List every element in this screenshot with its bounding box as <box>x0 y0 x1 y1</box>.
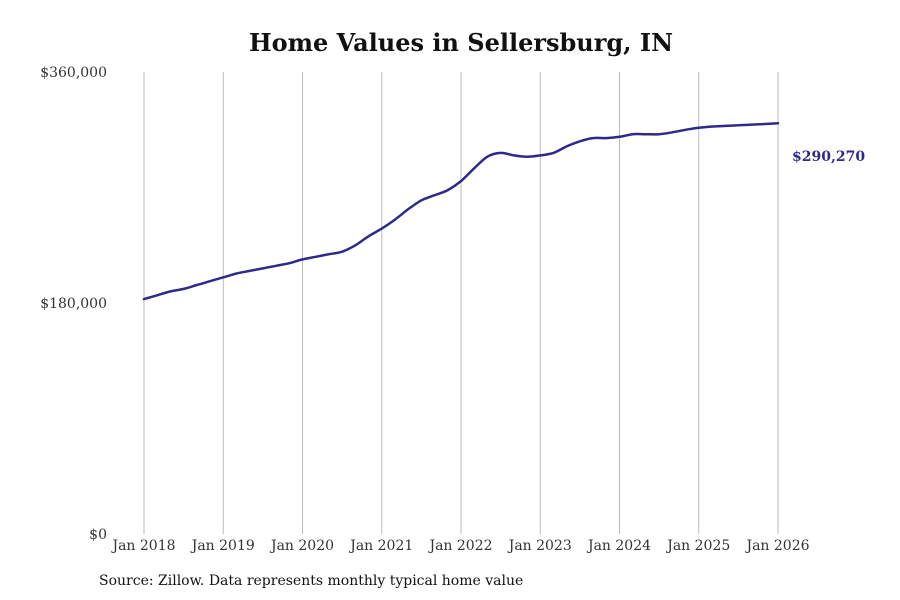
x-axis-ticks: Jan 2018 Jan 2019 Jan 2020 Jan 2021 Jan 2022… <box>110 538 809 554</box>
source-note: Source: Zillow. Data represents monthly … <box>99 573 524 589</box>
x-tick-label: Jan 2018 <box>110 538 175 554</box>
gridlines <box>143 72 779 534</box>
x-tick-label: Jan 2019 <box>190 538 255 554</box>
x-tick-label: Jan 2025 <box>665 538 730 554</box>
x-tick-label: Jan 2023 <box>507 538 572 554</box>
y-tick-label: $180,000 <box>40 296 107 312</box>
y-tick-label: $0 <box>89 527 107 543</box>
series-line-home-value <box>142 122 780 301</box>
end-value-label: $290,270 <box>792 149 865 165</box>
x-tick-label: Jan 2021 <box>348 538 413 554</box>
chart-title: Home Values in Sellersburg, IN <box>249 28 673 57</box>
x-tick-label: Jan 2026 <box>744 538 809 554</box>
y-axis-ticks: $0 $180,000 $360,000 <box>40 65 107 543</box>
x-tick-label: Jan 2022 <box>427 538 492 554</box>
y-tick-label: $360,000 <box>40 65 107 81</box>
x-tick-label: Jan 2024 <box>586 538 651 554</box>
x-tick-label: Jan 2020 <box>269 538 334 554</box>
